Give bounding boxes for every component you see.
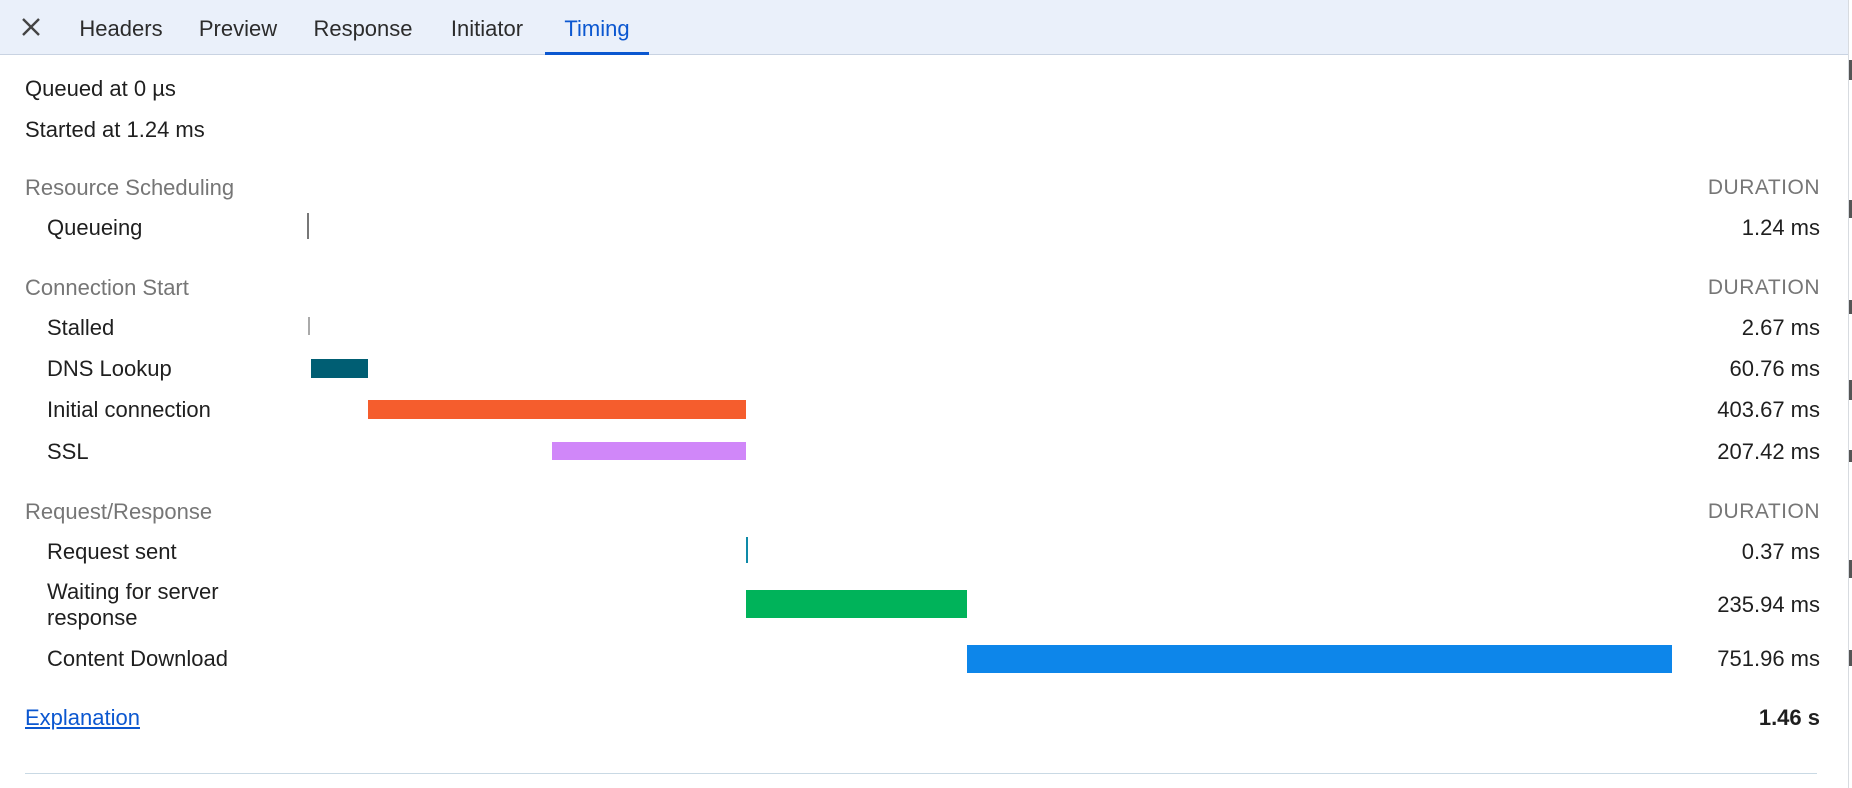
- close-icon: [22, 18, 40, 36]
- duration-header: DURATION: [1707, 176, 1820, 199]
- row-label-ssl: SSL: [47, 439, 89, 464]
- row-label-content-download: Content Download: [47, 646, 229, 671]
- row-duration-dns-lookup: 60.76 ms: [1729, 356, 1821, 381]
- divider: [25, 773, 1817, 774]
- explanation-link[interactable]: Explanation: [25, 705, 140, 730]
- timing-bar-stalled: [308, 317, 311, 335]
- timing-bar-queueing: [307, 213, 309, 239]
- row-duration-initial-connection: 403.67 ms: [1717, 397, 1820, 422]
- row-duration-ssl: 207.42 ms: [1717, 439, 1820, 464]
- row-label-initial-connection: Initial connection: [47, 397, 211, 422]
- row-label-stalled: Stalled: [47, 315, 115, 340]
- tab-timing[interactable]: Timing: [545, 0, 649, 55]
- section-request-response: Request/Response: [25, 499, 213, 524]
- row-label-waiting-server-response: Waiting for server response: [47, 579, 219, 630]
- duration-header: DURATION: [1707, 500, 1820, 523]
- timing-bar-content-download: [967, 645, 1672, 673]
- tab-preview[interactable]: Preview: [198, 16, 278, 41]
- tab-headers[interactable]: Headers: [79, 16, 163, 41]
- row-duration-waiting-server-response: 235.94 ms: [1717, 592, 1820, 617]
- section-connection-start: Connection Start: [25, 275, 189, 300]
- row-duration-request-sent: 0.37 ms: [1741, 539, 1820, 564]
- row-duration-content-download: 751.96 ms: [1717, 646, 1820, 671]
- tab-response[interactable]: Response: [313, 16, 413, 41]
- started-at-text: Started at 1.24 ms: [25, 117, 205, 142]
- tab-bar: Headers Preview Response Initiator Timin…: [0, 0, 1848, 55]
- row-label-dns-lookup: DNS Lookup: [47, 356, 172, 381]
- section-resource-scheduling: Resource Scheduling: [25, 175, 235, 200]
- duration-header: DURATION: [1707, 276, 1820, 299]
- row-duration-stalled: 2.67 ms: [1741, 315, 1820, 340]
- row-duration-queueing: 1.24 ms: [1741, 215, 1820, 240]
- timing-bar-ssl: [551, 442, 746, 460]
- total-duration: 1.46 s: [1758, 705, 1820, 730]
- timing-bar-waiting-server-response: [746, 590, 968, 618]
- queued-at-text: Queued at 0 µs: [25, 76, 176, 101]
- close-button[interactable]: [18, 14, 44, 40]
- row-label-request-sent: Request sent: [47, 539, 177, 564]
- right-edge-strip: [1848, 0, 1852, 788]
- timing-bar-request-sent: [745, 537, 748, 563]
- timing-bar-dns-lookup: [310, 359, 368, 378]
- timing-bar-initial-connection: [367, 400, 746, 419]
- row-label-queueing: Queueing: [47, 215, 143, 240]
- tab-initiator[interactable]: Initiator: [450, 16, 524, 41]
